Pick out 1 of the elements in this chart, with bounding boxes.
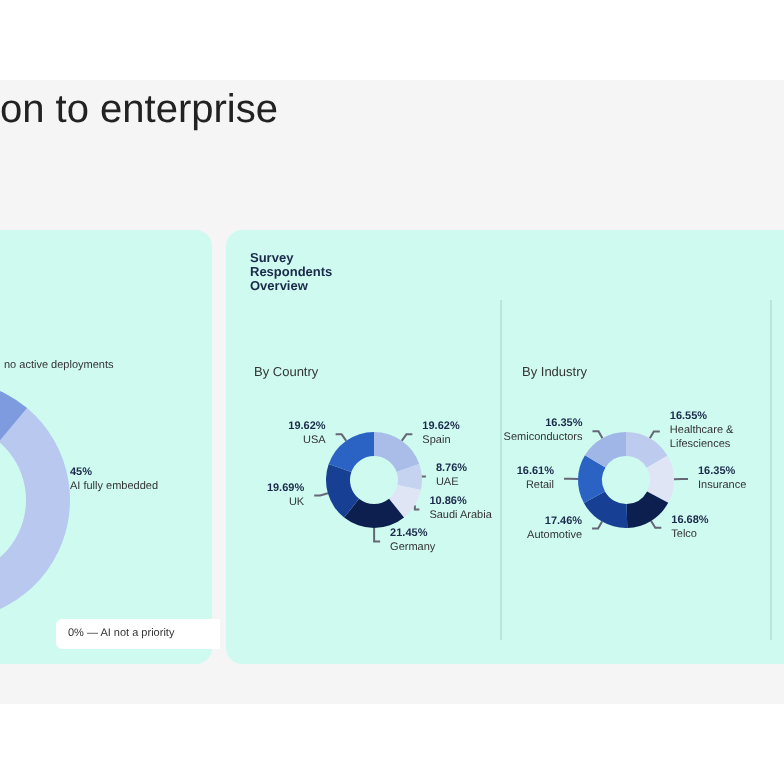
chart-title: on to enterprise: [0, 88, 278, 134]
